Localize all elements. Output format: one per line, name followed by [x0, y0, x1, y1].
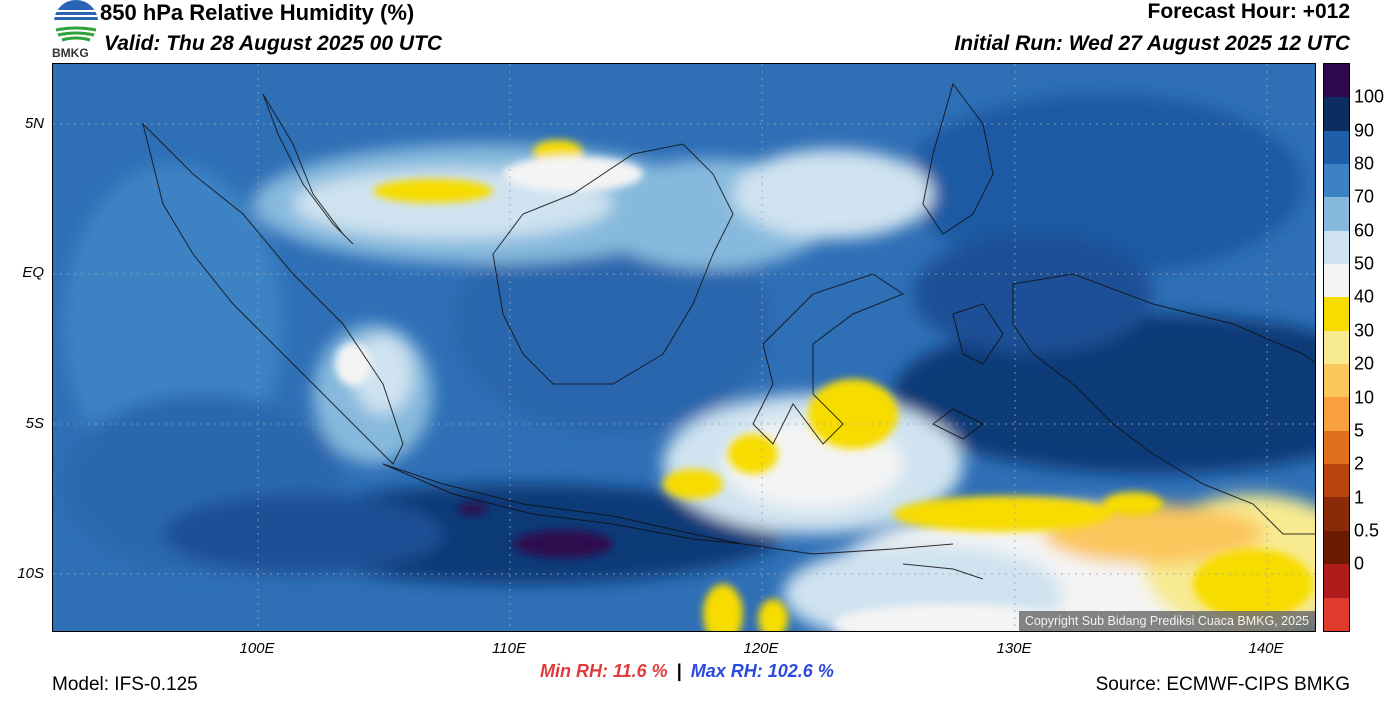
- source-label: Source: ECMWF-CIPS BMKG: [1095, 674, 1350, 695]
- rh-stats: Min RH: 11.6 % | Max RH: 102.6 %: [540, 661, 834, 682]
- colorbar-segment: [1324, 164, 1349, 198]
- colorbar-label: 60: [1354, 220, 1375, 241]
- colorbar-label: 90: [1354, 120, 1375, 141]
- lon-label-100e: 100E: [239, 640, 275, 657]
- colorbar-label: 40: [1354, 286, 1375, 307]
- colorbar-label: 0: [1354, 553, 1365, 574]
- lat-label-5n: 5N: [24, 115, 44, 132]
- colorbar-segment: [1324, 330, 1349, 365]
- lon-label-130e: 130E: [996, 640, 1032, 657]
- initial-run: Initial Run: Wed 27 August 2025 12 UTC: [954, 32, 1350, 55]
- colorbar-segment: [1324, 64, 1349, 98]
- colorbar: [1323, 63, 1350, 632]
- max-rh: Max RH: 102.6 %: [690, 661, 834, 681]
- lon-label-120e: 120E: [743, 640, 779, 657]
- lat-label-eq: EQ: [22, 264, 44, 281]
- min-rh: Min RH: 11.6 %: [540, 661, 668, 681]
- colorbar-label: 2: [1354, 453, 1365, 474]
- colorbar-label: 80: [1354, 153, 1375, 174]
- colorbar-segment: [1324, 597, 1349, 631]
- model-label: Model: IFS-0.125: [52, 674, 198, 695]
- colorbar-segment: [1324, 264, 1349, 298]
- humidity-map: Copyright Sub Bidang Prediksi Cuaca BMKG…: [52, 63, 1316, 632]
- colorbar-segment: [1324, 430, 1349, 465]
- humidity-field: [53, 64, 1315, 631]
- colorbar-segment: [1324, 97, 1349, 131]
- colorbar-segment: [1324, 497, 1349, 531]
- colorbar-segment: [1324, 297, 1349, 331]
- stats-separator: |: [676, 661, 682, 681]
- colorbar-segment: [1324, 230, 1349, 265]
- lat-label-5s: 5S: [25, 415, 44, 432]
- colorbar-label: 5: [1354, 420, 1365, 441]
- colorbar-label: 30: [1354, 320, 1375, 341]
- colorbar-label: 50: [1354, 253, 1375, 274]
- lat-label-10s: 10S: [17, 565, 44, 582]
- colorbar-segment: [1324, 564, 1349, 598]
- colorbar-label: 100: [1354, 86, 1385, 107]
- colorbar-segment: [1324, 197, 1349, 231]
- lon-label-140e: 140E: [1248, 640, 1284, 657]
- lon-label-110e: 110E: [492, 640, 526, 657]
- colorbar-segment: [1324, 464, 1349, 498]
- forecast-hour: Forecast Hour: +012: [1147, 0, 1351, 23]
- copyright-notice: Copyright Sub Bidang Prediksi Cuaca BMKG…: [1018, 611, 1315, 631]
- colorbar-label: 70: [1354, 186, 1375, 207]
- colorbar-segment: [1324, 130, 1349, 165]
- colorbar-segment: [1324, 364, 1349, 398]
- map-title: 850 hPa Relative Humidity (%): [100, 0, 415, 25]
- colorbar-segment: [1324, 530, 1349, 565]
- colorbar-segment: [1324, 397, 1349, 431]
- colorbar-label: 1: [1354, 487, 1365, 508]
- logo-text: BMKG: [52, 46, 89, 60]
- bmkg-logo-icon: [54, 0, 98, 42]
- valid-time: Valid: Thu 28 August 2025 00 UTC: [104, 32, 443, 55]
- colorbar-label: 10: [1354, 387, 1375, 408]
- colorbar-label: 20: [1354, 353, 1375, 374]
- colorbar-label: 0.5: [1354, 520, 1380, 541]
- bmkg-logo: [50, 0, 102, 62]
